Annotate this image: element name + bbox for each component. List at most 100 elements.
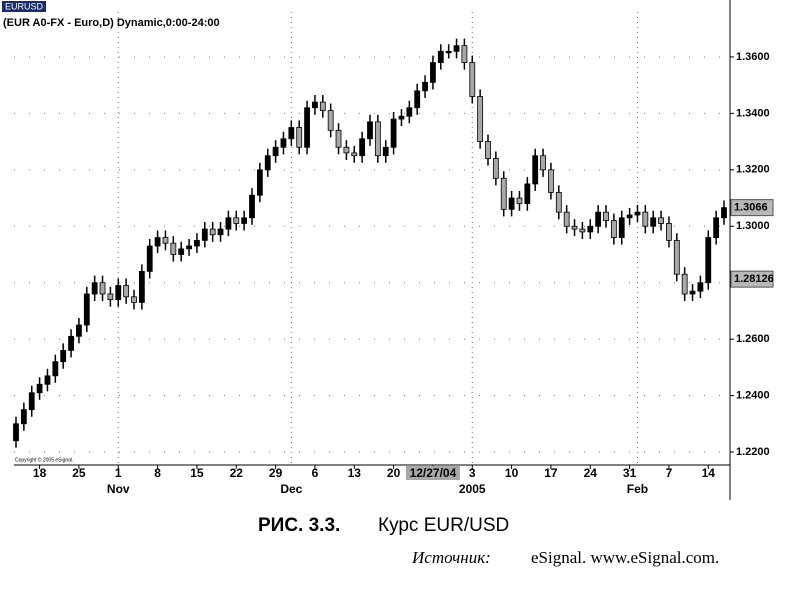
candle-body	[319, 101, 326, 111]
candle-body	[469, 62, 476, 97]
month-label: Feb	[627, 482, 648, 496]
x-tick-label: 20	[387, 466, 401, 480]
candle-body	[555, 192, 562, 213]
price-label-box	[730, 199, 774, 217]
candle-body	[201, 228, 208, 241]
candle-body	[500, 177, 507, 210]
candle-body	[713, 217, 720, 238]
candle-body	[595, 211, 602, 227]
candle-body	[13, 423, 19, 442]
candle-body	[453, 45, 460, 52]
candle-body	[603, 211, 609, 222]
candle-body	[178, 248, 185, 255]
candle-body	[52, 361, 59, 377]
candle-body	[382, 146, 389, 157]
candle-body	[296, 127, 303, 148]
candle-body	[642, 211, 649, 227]
candle-body	[99, 282, 106, 295]
candle-body	[461, 45, 468, 64]
candle-body	[571, 225, 578, 230]
candle-body	[374, 121, 381, 157]
candle-body	[406, 107, 413, 117]
candle-body	[414, 90, 421, 109]
candle-body	[123, 285, 130, 298]
y-tick-label: 1.3000	[736, 220, 770, 232]
candle-body	[689, 290, 696, 295]
candle-body	[445, 50, 452, 54]
copyright: Copyright © 2005 eSignal.	[15, 456, 73, 463]
candle-body	[359, 138, 366, 157]
candle-body	[131, 296, 137, 303]
candle-body	[666, 223, 672, 241]
x-tick-label: 13	[348, 466, 362, 480]
candle-body	[516, 197, 523, 205]
candle-body	[162, 237, 169, 244]
candle-body	[138, 271, 145, 303]
candle-body	[422, 81, 428, 92]
source-label: Источник:	[411, 548, 491, 567]
candle-body	[634, 211, 641, 216]
candle-body	[492, 158, 499, 179]
candle-body	[618, 217, 625, 238]
chart-title: EURUSD	[5, 1, 44, 11]
candle-body	[697, 282, 704, 292]
candle-body	[477, 96, 484, 143]
candle-body	[626, 214, 633, 219]
candle-body	[20, 409, 27, 425]
title-tab	[2, 1, 46, 12]
candle-body	[398, 115, 405, 120]
candle-body	[256, 169, 263, 196]
x-tick-label: 22	[230, 466, 244, 480]
candle-body	[335, 129, 342, 148]
candle-body	[343, 146, 350, 154]
candle-body	[548, 169, 554, 193]
candle-body	[280, 138, 287, 148]
cursor-date-box	[405, 466, 460, 480]
candle-body	[327, 110, 334, 131]
candle-body	[68, 335, 74, 351]
candle-body	[146, 245, 153, 272]
candle-body	[194, 239, 200, 247]
x-tick-label: 3	[469, 466, 476, 480]
candle-body	[485, 141, 491, 159]
x-tick-label: 6	[312, 466, 319, 480]
candle-body	[76, 324, 82, 337]
x-tick-label: 24	[584, 466, 598, 480]
candle-body	[650, 217, 657, 227]
candle-body	[563, 211, 570, 227]
x-tick-label: 7	[666, 466, 673, 480]
candle-body	[233, 217, 240, 224]
candle-body	[154, 237, 161, 247]
candle-body	[540, 155, 546, 171]
candle-body	[587, 225, 594, 233]
price-label: 1.3066	[734, 202, 768, 214]
candle-body	[60, 350, 67, 363]
month-label: Dec	[280, 482, 302, 496]
x-tick-label: 12/27/04	[410, 466, 457, 480]
candle-body	[209, 228, 216, 236]
candle-body	[367, 121, 373, 140]
month-label: Nov	[107, 482, 130, 496]
candle-body	[312, 101, 318, 109]
candle-body	[508, 197, 515, 210]
x-tick-label: 25	[72, 466, 86, 480]
candle-body	[288, 127, 295, 140]
figure-number: РИС. 3.3.	[258, 515, 340, 536]
y-tick-label: 1.3600	[736, 51, 770, 63]
x-tick-label: 31	[623, 466, 637, 480]
y-tick-label: 1.2200	[736, 446, 770, 458]
x-tick-label: 10	[505, 466, 519, 480]
candle-body	[241, 217, 248, 224]
x-tick-label: 29	[269, 466, 283, 480]
candle-body	[28, 392, 35, 411]
x-tick-label: 8	[154, 466, 161, 480]
candle-body	[36, 383, 43, 394]
panel	[0, 0, 794, 500]
candle-body	[390, 118, 397, 148]
y-tick-label: 1.2400	[736, 389, 770, 401]
x-tick-label: 14	[702, 466, 716, 480]
figure-caption: Курс EUR/USD	[378, 515, 509, 536]
candle-body	[673, 239, 680, 275]
